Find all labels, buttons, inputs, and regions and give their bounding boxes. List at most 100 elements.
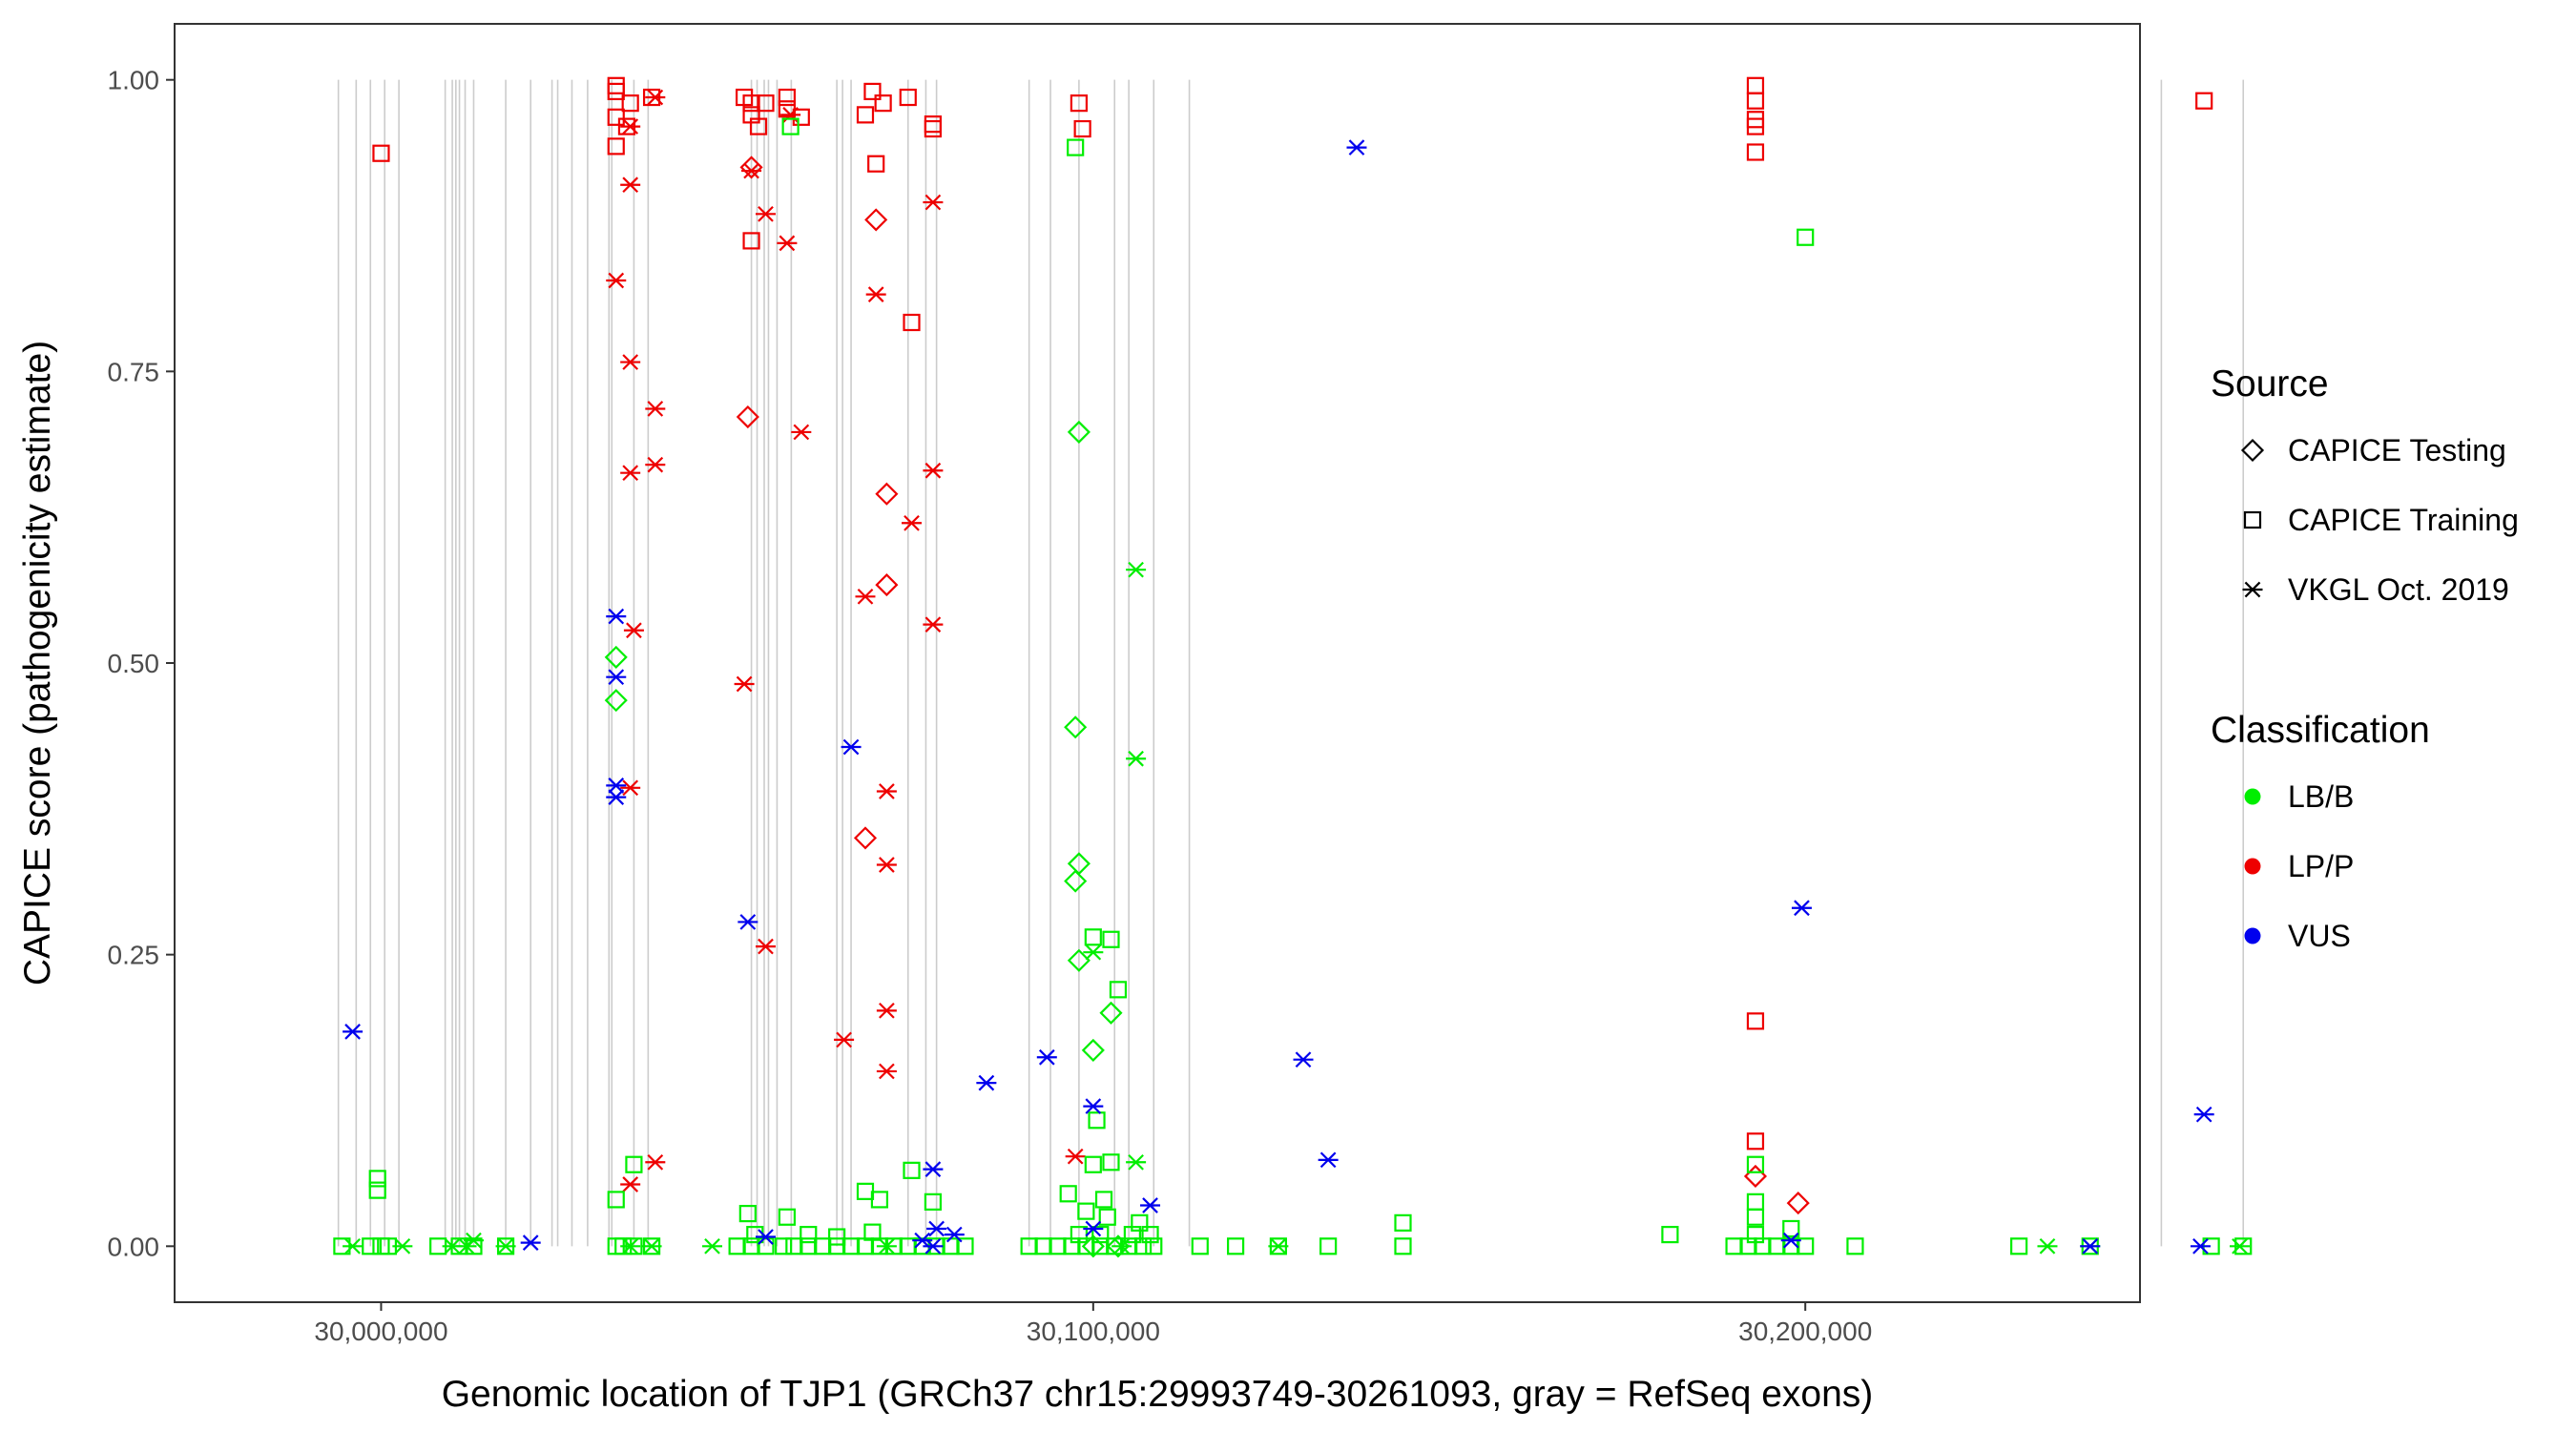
data-point: [876, 1063, 897, 1080]
data-points: [333, 76, 2253, 1258]
data-point: [775, 1237, 793, 1255]
data-point: [1083, 944, 1104, 961]
data-point: [2193, 1106, 2214, 1123]
data-point: [923, 1237, 944, 1255]
data-point: [1661, 1225, 1679, 1244]
data-point: [834, 1031, 855, 1048]
data-point: [604, 645, 628, 669]
data-point: [606, 608, 627, 625]
data-point: [865, 286, 886, 302]
data-point: [362, 1237, 380, 1255]
data-point: [1098, 1208, 1116, 1226]
legend-item-capice-training: CAPICE Training: [2288, 503, 2519, 537]
data-point: [620, 1176, 641, 1192]
data-point: [1319, 1237, 1338, 1255]
data-point: [1036, 1048, 1057, 1066]
data-point: [368, 1170, 386, 1188]
data-point: [1782, 1219, 1800, 1238]
data-point: [749, 117, 768, 135]
data-point: [791, 424, 812, 441]
data-point: [1293, 1051, 1314, 1068]
data-point: [463, 1232, 484, 1249]
data-point: [645, 456, 666, 473]
legend-item-lb-b: LB/B: [2288, 779, 2354, 814]
legend-classification-keys: [2244, 788, 2261, 944]
data-point: [1081, 1038, 1105, 1062]
data-point: [1067, 420, 1091, 444]
data-point: [870, 1191, 889, 1209]
data-point: [2229, 1237, 2250, 1255]
data-point: [1059, 1185, 1077, 1203]
data-point: [702, 1237, 723, 1255]
legend-key-asterisk: [2242, 581, 2263, 598]
data-point: [368, 1181, 386, 1199]
data-point: [734, 675, 755, 693]
data-point: [1126, 1153, 1147, 1171]
data-point: [1083, 1098, 1104, 1114]
data-point: [875, 573, 899, 597]
data-point: [1846, 1237, 1864, 1255]
data-point: [778, 88, 796, 107]
data-point: [755, 938, 776, 955]
data-point: [757, 94, 775, 113]
y-axis-title: CAPICE score (pathogenicity estimate): [17, 341, 58, 985]
y-tick-label: 1.00: [108, 66, 160, 95]
data-point: [606, 669, 627, 686]
legend-item-capice-testing: CAPICE Testing: [2288, 433, 2506, 467]
data-point: [1746, 1225, 1765, 1244]
data-point: [607, 137, 625, 156]
data-point: [1081, 1234, 1105, 1258]
data-point: [1746, 1155, 1765, 1173]
data-point: [520, 1234, 541, 1251]
data-point: [1099, 1001, 1123, 1025]
data-point: [923, 1161, 944, 1177]
data-point: [874, 94, 892, 113]
data-point: [1111, 1237, 1132, 1255]
data-point: [620, 176, 641, 194]
legend-key-color: [2244, 858, 2261, 875]
data-point: [1780, 1232, 1801, 1249]
data-point: [620, 354, 641, 370]
data-point: [899, 88, 917, 107]
data-point: [1141, 1225, 1159, 1244]
legend-item-vkgl: VKGL Oct. 2019: [2288, 572, 2509, 607]
data-point: [903, 1161, 921, 1179]
legend-source-title: Source: [2211, 363, 2329, 404]
data-point: [863, 82, 882, 101]
data-point: [1088, 1111, 1106, 1130]
data-point: [856, 106, 875, 124]
data-point: [1268, 1237, 1289, 1255]
data-point: [903, 313, 921, 332]
data-point: [620, 779, 641, 797]
data-point: [620, 1237, 641, 1255]
data-point: [1227, 1237, 1245, 1255]
exon-lines: [337, 79, 2245, 1247]
data-point: [742, 232, 760, 250]
data-point: [1064, 869, 1088, 893]
data-point: [625, 1155, 643, 1173]
data-point: [1102, 930, 1120, 948]
data-point: [1067, 138, 1085, 156]
data-point: [778, 1208, 796, 1226]
x-axis-title: Genomic location of TJP1 (GRCh37 chr15:2…: [442, 1374, 1874, 1415]
data-point: [902, 514, 922, 531]
legend-item-lp-p: LP/P: [2288, 849, 2354, 883]
data-point: [1346, 139, 1367, 156]
data-point: [343, 1024, 364, 1040]
data-point: [924, 119, 942, 138]
data-point: [1145, 1237, 1163, 1255]
data-point: [1077, 1202, 1095, 1220]
data-point: [1070, 94, 1088, 113]
data-point: [944, 1226, 965, 1243]
data-point: [1746, 143, 1765, 161]
data-point: [923, 616, 944, 633]
data-point: [1746, 1208, 1765, 1226]
data-point: [755, 1229, 776, 1245]
data-point: [1318, 1151, 1339, 1169]
x-tick-label: 30,100,000: [1027, 1317, 1160, 1346]
data-point: [976, 1074, 997, 1091]
data-point: [1746, 92, 1765, 110]
data-point: [645, 89, 666, 106]
data-point: [1191, 1237, 1209, 1255]
